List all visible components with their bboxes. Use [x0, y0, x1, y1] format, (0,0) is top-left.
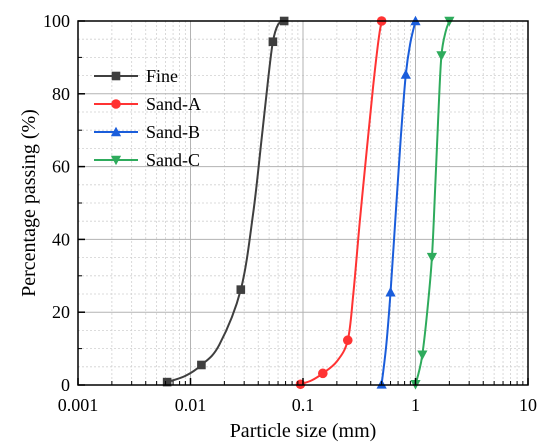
- legend-marker: [111, 99, 121, 109]
- data-point: [342, 335, 353, 346]
- legend-item: Sand-A: [94, 94, 201, 114]
- legend-marker: [111, 71, 121, 81]
- y-tick-label: 100: [43, 11, 70, 31]
- data-point: [426, 252, 438, 263]
- data-point: [268, 37, 278, 47]
- data-point: [436, 51, 447, 61]
- legend-item: Sand-B: [94, 122, 200, 142]
- series-sand-a: [295, 16, 387, 390]
- y-tick-label: 0: [61, 375, 70, 395]
- y-tick-label: 20: [52, 302, 70, 322]
- legend-item: Sand-C: [94, 150, 200, 170]
- x-axis-title: Particle size (mm): [230, 420, 377, 442]
- data-point: [385, 286, 396, 297]
- legend-label: Sand-A: [146, 94, 201, 114]
- data-point: [197, 360, 206, 370]
- series-line: [300, 20, 383, 386]
- data-point: [162, 377, 172, 387]
- y-axis-ticks: 0 20 40 60 80 100: [43, 11, 85, 395]
- x-axis-ticks: 0.001 0.01 0.1 1 10: [58, 378, 537, 415]
- y-axis-title: Percentage passing (%): [18, 109, 40, 297]
- y-tick-label: 40: [52, 229, 70, 249]
- x-tick-label: 1: [411, 395, 420, 415]
- series-line: [166, 20, 285, 384]
- legend-label: Fine: [146, 66, 178, 86]
- legend: Fine Sand-A Sand-B Sand-C: [94, 66, 201, 170]
- legend-marker: [110, 126, 122, 137]
- legend-marker: [110, 155, 122, 166]
- x-tick-label: 0.001: [58, 395, 99, 415]
- grid: [77, 20, 529, 386]
- legend-label: Sand-C: [146, 150, 200, 170]
- y-tick-label: 80: [52, 84, 70, 104]
- legend-label: Sand-B: [146, 122, 200, 142]
- x-tick-label: 0.1: [292, 395, 315, 415]
- data-point: [417, 350, 428, 361]
- y-tick-label: 60: [52, 157, 70, 177]
- series-sand-b: [376, 15, 421, 389]
- series-fine: [162, 16, 289, 387]
- x-tick-label: 10: [519, 395, 537, 415]
- series-line: [414, 20, 451, 385]
- data-point: [318, 368, 328, 379]
- data-point: [400, 69, 411, 79]
- axes: 0.001 0.01 0.1 1 10 0 20 40 60 80 100 Particle si…: [18, 11, 537, 442]
- x-tick-label: 0.01: [175, 395, 207, 415]
- legend-item: Fine: [94, 66, 178, 86]
- series-line: [380, 20, 417, 385]
- data-point: [236, 285, 246, 294]
- series-layer: [162, 15, 455, 390]
